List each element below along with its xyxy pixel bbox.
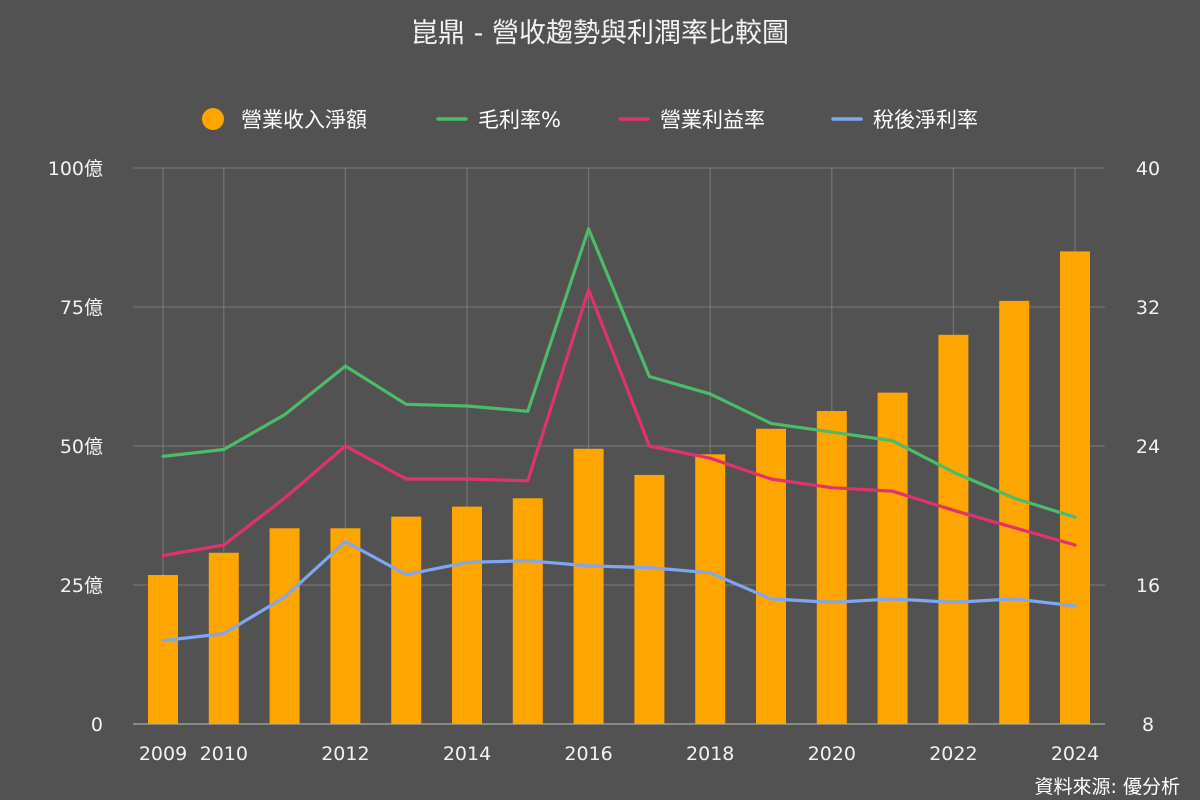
left-axis-ticks: 0 25億 50億 75億 100億 — [48, 158, 103, 736]
revenue-bar — [452, 506, 482, 724]
revenue-bar — [512, 498, 543, 724]
right-axis-ticks: 8 16 24 32 40 — [1136, 158, 1160, 736]
revenue-bar — [877, 392, 908, 724]
legend-marker — [202, 108, 224, 130]
x-tick-label: 2018 — [686, 743, 734, 765]
revenue-bar — [269, 528, 300, 724]
revenue-bar — [573, 448, 604, 724]
revenue-bar — [634, 474, 665, 724]
revenue-bars — [148, 251, 1090, 724]
revenue-bar — [938, 334, 969, 724]
left-tick-label: 0 — [91, 714, 103, 736]
legend-label: 營業利益率 — [660, 108, 765, 132]
series-line — [161, 539, 1077, 643]
x-tick-label: 2009 — [139, 743, 187, 765]
right-tick-label: 24 — [1136, 436, 1160, 458]
x-tick-label: 2016 — [564, 743, 612, 765]
x-axis-ticks: 2009 2010 2012 2014 2016 2018 2020 2022 2024 — [139, 743, 1099, 765]
series-line — [161, 227, 1077, 519]
margin-lines — [161, 227, 1077, 643]
left-tick-label: 100億 — [48, 158, 103, 180]
right-tick-label: 16 — [1136, 575, 1160, 597]
revenue-bar — [816, 410, 847, 724]
revenue-bar — [208, 552, 239, 724]
left-tick-label: 75億 — [60, 297, 103, 319]
right-tick-label: 8 — [1142, 714, 1154, 736]
x-tick-label: 2024 — [1051, 743, 1099, 765]
series-line — [161, 288, 1077, 558]
x-tick-label: 2014 — [443, 743, 491, 765]
right-tick-label: 32 — [1136, 297, 1160, 319]
chart-title: 崑鼎 - 營收趨勢與利潤率比較圖 — [411, 18, 789, 49]
revenue-bar — [695, 454, 726, 724]
legend-label: 稅後淨利率 — [873, 108, 978, 132]
x-tick-label: 2020 — [808, 743, 856, 765]
revenue-bar — [1060, 251, 1090, 724]
x-tick-label: 2022 — [929, 743, 977, 765]
legend-label: 營業收入淨額 — [241, 108, 367, 132]
revenue-bar — [330, 528, 361, 724]
legend-label: 毛利率% — [478, 108, 561, 132]
revenue-bar — [391, 516, 422, 724]
revenue-bar — [999, 300, 1030, 724]
source-note: 資料來源: 優分析 — [1035, 776, 1180, 798]
x-tick-label: 2010 — [200, 743, 248, 765]
x-tick-label: 2012 — [321, 743, 369, 765]
right-tick-label: 40 — [1136, 158, 1160, 180]
legend: 營業收入淨額 毛利率% 營業利益率 稅後淨利率 — [202, 108, 978, 132]
revenue-bar — [756, 428, 786, 724]
left-tick-label: 50億 — [60, 436, 103, 458]
revenue-bar — [148, 574, 178, 724]
left-tick-label: 25億 — [60, 575, 103, 597]
